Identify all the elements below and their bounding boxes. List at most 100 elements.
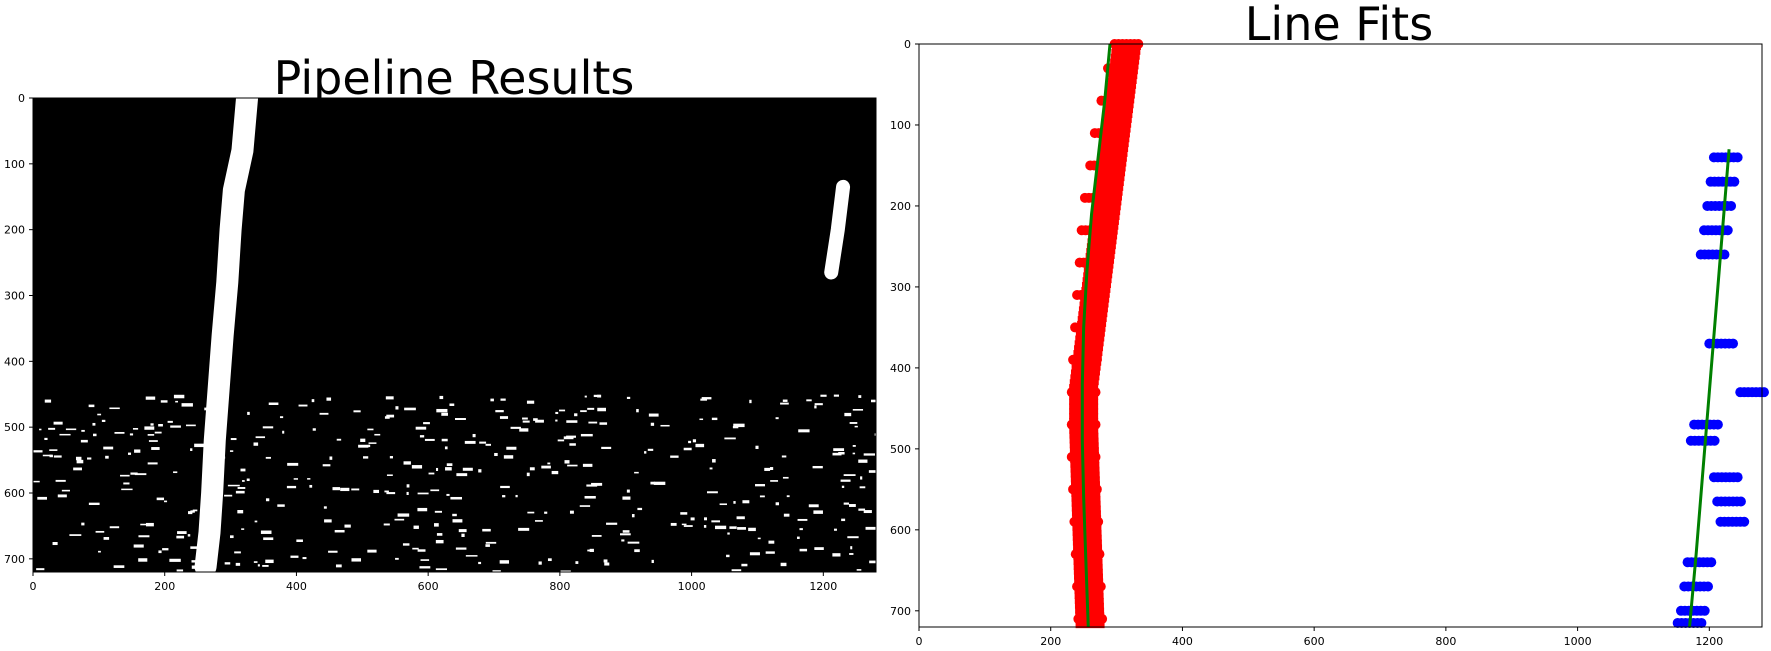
left-pixel-band (1110, 58, 1140, 65)
right-y-tick-label: 100 (890, 119, 911, 132)
right-pixel-point (1702, 581, 1713, 592)
left-pixel-band (1071, 505, 1101, 512)
noise-speck (44, 399, 52, 403)
noise-speck (858, 459, 868, 463)
noise-speck (95, 530, 105, 533)
noise-speck (464, 440, 476, 444)
noise-speck (660, 424, 670, 427)
noise-speck (229, 450, 234, 452)
noise-speck (81, 522, 85, 526)
noise-speck (48, 427, 56, 430)
noise-speck (386, 414, 395, 418)
noise-speck (569, 510, 574, 514)
noise-speck (759, 495, 765, 498)
noise-speck (736, 516, 745, 520)
noise-speck (798, 429, 810, 433)
noise-speck (234, 551, 241, 554)
noise-speck (814, 405, 817, 409)
left-x-tick-label: 1200 (809, 580, 837, 593)
noise-speck (44, 437, 48, 441)
noise-speck (65, 428, 77, 431)
noise-speck (850, 546, 853, 550)
noise-speck (533, 418, 538, 421)
noise-speck (162, 548, 169, 551)
noise-speck (255, 436, 266, 439)
left-pixel-band (1075, 330, 1105, 337)
left-pixel-band (1072, 539, 1102, 546)
left-pixel-band (1072, 515, 1102, 522)
noise-speck (606, 522, 618, 525)
noise-speck (428, 472, 435, 475)
noise-speck (452, 519, 463, 523)
noise-speck (566, 420, 578, 423)
left-pixel-band (1071, 510, 1101, 517)
noise-speck (841, 485, 845, 488)
noise-speck (187, 534, 191, 537)
right-pixel-point (1726, 200, 1737, 211)
noise-speck (254, 520, 258, 523)
noise-speck (319, 412, 329, 415)
noise-speck (164, 500, 168, 503)
noise-speck (123, 482, 130, 485)
noise-speck (780, 402, 789, 405)
noise-speck (188, 511, 193, 515)
noise-speck (587, 407, 595, 410)
noise-speck (336, 438, 342, 441)
noise-speck (190, 546, 198, 549)
noise-speck (260, 530, 272, 534)
right-pixel-point (1712, 419, 1723, 430)
noise-speck (621, 539, 625, 542)
noise-speck (472, 433, 476, 438)
left-x-tick-label: 400 (286, 580, 307, 593)
left-pixel-band (1098, 150, 1128, 157)
noise-speck (53, 421, 63, 425)
noise-speck (782, 399, 788, 402)
noise-speck (733, 501, 736, 504)
noise-speck (268, 402, 279, 406)
noise-speck (538, 561, 542, 565)
noise-speck (591, 535, 602, 537)
left-pixel-band (1080, 291, 1110, 298)
left-pixel-band (1096, 165, 1126, 172)
noise-speck (36, 568, 45, 571)
noise-speck (711, 417, 718, 421)
noise-speck (808, 504, 819, 508)
left-pixel-band (1096, 170, 1126, 177)
noise-speck (145, 522, 154, 527)
right-x-tick-label: 800 (1435, 635, 1456, 648)
noise-speck (406, 491, 409, 495)
noise-speck (584, 495, 596, 499)
right-pixel-point (1696, 617, 1707, 628)
left-pixel-band (1097, 155, 1127, 162)
left-pixel-band (1070, 369, 1100, 376)
noise-speck (833, 448, 845, 452)
noise-speck (395, 557, 399, 560)
noise-speck (832, 452, 842, 456)
noise-speck (114, 431, 125, 434)
noise-speck (854, 425, 858, 428)
noise-speck (597, 407, 606, 412)
left-pixel-band (1076, 325, 1106, 332)
noise-speck (859, 486, 866, 489)
noise-speck (434, 510, 443, 513)
noise-speck (302, 557, 307, 560)
noise-speck (724, 437, 736, 440)
noise-speck (465, 555, 478, 557)
noise-speck (227, 484, 240, 487)
noise-speck (518, 527, 530, 531)
right-pixel-point (1739, 516, 1750, 527)
noise-speck (312, 428, 316, 431)
left-chart-title: Pipeline Results (274, 51, 635, 105)
noise-speck (502, 495, 506, 498)
noise-speck (634, 549, 640, 553)
noise-speck (49, 449, 58, 451)
noise-speck (419, 566, 431, 569)
noise-speck (555, 419, 558, 422)
right-pixel-point (1709, 435, 1720, 446)
left-pixel-band (1083, 267, 1113, 274)
left-pixel-band (1073, 563, 1103, 570)
noise-speck (566, 435, 576, 438)
noise-speck (204, 407, 215, 411)
left-pixel-band (1074, 602, 1104, 609)
noise-speck (603, 559, 608, 563)
